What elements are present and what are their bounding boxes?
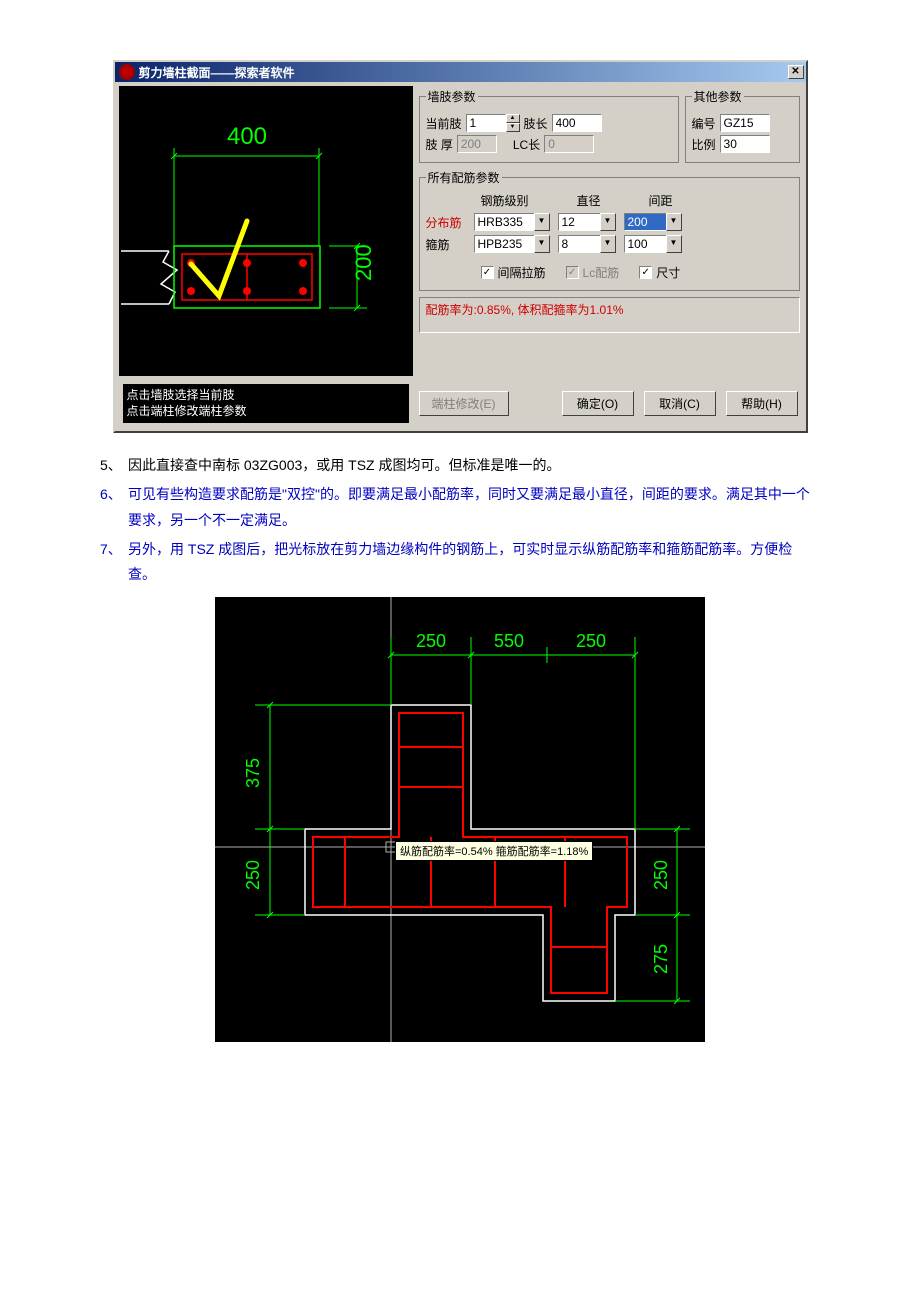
spin-up-icon[interactable]: ▲ (506, 114, 520, 123)
status-text: 配筋率为:0.85%, 体积配箍率为1.01% (419, 297, 800, 333)
label-scale: 比例 (692, 136, 716, 153)
distrib-space-combo[interactable]: ▼ (624, 213, 682, 231)
preview-pane[interactable]: 400 200 (119, 86, 413, 376)
id-input[interactable] (720, 114, 770, 132)
close-icon[interactable]: ✕ (788, 65, 804, 79)
dropdown-icon[interactable]: ▼ (600, 213, 616, 231)
current-limb-input[interactable] (466, 114, 506, 132)
item-text: 因此直接查中南标 03ZG003，或用 TSZ 成图均可。但标准是唯一的。 (128, 453, 560, 478)
stirrup-grade-combo[interactable]: ▼ (474, 235, 550, 253)
cancel-button[interactable]: 取消(C) (644, 391, 716, 416)
header-diameter: 直径 (577, 192, 601, 209)
ok-button[interactable]: 确定(O) (562, 391, 634, 416)
checkbox-lc-rebar: ✓ (566, 266, 579, 279)
legend-rebar: 所有配筋参数 (426, 169, 502, 186)
spin-down-icon[interactable]: ▼ (506, 123, 520, 132)
dropdown-icon[interactable]: ▼ (666, 213, 682, 231)
dropdown-icon[interactable]: ▼ (600, 235, 616, 253)
label-cb3: 尺寸 (656, 264, 680, 281)
dim-text: 250 (576, 631, 606, 651)
group-rebar-params: 所有配筋参数 钢筋级别 直径 间距 分布筋 ▼ ▼ ▼ 箍筋 ▼ ▼ ▼ (419, 169, 800, 291)
item-number: 5、 (100, 453, 128, 478)
label-limb-length: 肢长 (524, 115, 548, 132)
titlebar[interactable]: 剪力墙柱截面——探索者软件 ✕ (115, 62, 806, 82)
dim-right-text: 200 (351, 244, 376, 281)
dim-text: 375 (243, 758, 263, 788)
group-other-params: 其他参数 编号 比例 (685, 88, 800, 163)
app-icon (119, 64, 135, 80)
item-text: 可见有些构造要求配筋是"双控"的。即要满足最小配筋率，同时又要满足最小直径，间距… (128, 482, 820, 532)
label-cb2: Lc配筋 (583, 264, 620, 281)
thickness-input (457, 135, 497, 153)
limb-length-input[interactable] (552, 114, 602, 132)
dim-text: 550 (494, 631, 524, 651)
article-text: 5、因此直接查中南标 03ZG003，或用 TSZ 成图均可。但标准是唯一的。 … (100, 453, 820, 587)
help-button[interactable]: 帮助(H) (726, 391, 798, 416)
label-distrib-rebar: 分布筋 (426, 214, 466, 231)
cad-preview: 250 550 250 375 250 250 275 纵筋配筋率=0.54% … (215, 597, 705, 1042)
stirrup-dia-combo[interactable]: ▼ (558, 235, 616, 253)
item-number: 7、 (100, 537, 128, 587)
dialog-window: 剪力墙柱截面——探索者软件 ✕ 400 (113, 60, 808, 433)
dropdown-icon[interactable]: ▼ (534, 235, 550, 253)
label-thickness: 肢 厚 (426, 136, 453, 153)
current-limb-spinner[interactable]: ▲▼ (466, 114, 520, 132)
header-spacing: 间距 (649, 192, 673, 209)
dropdown-icon[interactable]: ▼ (534, 213, 550, 231)
header-grade: 钢筋级别 (481, 192, 529, 209)
label-cb1: 间隔拉筋 (498, 264, 546, 281)
checkbox-spacing-tie[interactable]: ✓ (481, 266, 494, 279)
stirrup-space-combo[interactable]: ▼ (624, 235, 682, 253)
lc-length-input (544, 135, 594, 153)
distrib-grade-combo[interactable]: ▼ (474, 213, 550, 231)
legend-wall: 墙肢参数 (426, 88, 478, 105)
label-current-limb: 当前肢 (426, 115, 462, 132)
dim-text: 250 (651, 860, 671, 890)
dropdown-icon[interactable]: ▼ (666, 235, 682, 253)
dim-text: 250 (416, 631, 446, 651)
legend-other: 其他参数 (692, 88, 744, 105)
dim-text: 250 (243, 860, 263, 890)
group-wall-params: 墙肢参数 当前肢 ▲▼ 肢长 肢 厚 LC长 (419, 88, 679, 163)
distrib-dia-combo[interactable]: ▼ (558, 213, 616, 231)
item-number: 6、 (100, 482, 128, 532)
modify-column-button: 端柱修改(E) (419, 391, 509, 416)
label-stirrup: 箍筋 (426, 236, 466, 253)
rebar-tooltip: 纵筋配筋率=0.54% 箍筋配筋率=1.18% (395, 841, 593, 861)
checkbox-dimension[interactable]: ✓ (639, 266, 652, 279)
dim-top-text: 400 (226, 123, 266, 150)
label-id: 编号 (692, 115, 716, 132)
label-lc-length: LC长 (513, 136, 540, 153)
scale-input[interactable] (720, 135, 770, 153)
hint-text: 点击墙肢选择当前肢 点击端柱修改端柱参数 (123, 384, 409, 423)
item-text: 另外，用 TSZ 成图后，把光标放在剪力墙边缘构件的钢筋上，可实时显示纵筋配筋率… (128, 537, 820, 587)
dim-text: 275 (651, 944, 671, 974)
window-title: 剪力墙柱截面——探索者软件 (139, 64, 295, 81)
